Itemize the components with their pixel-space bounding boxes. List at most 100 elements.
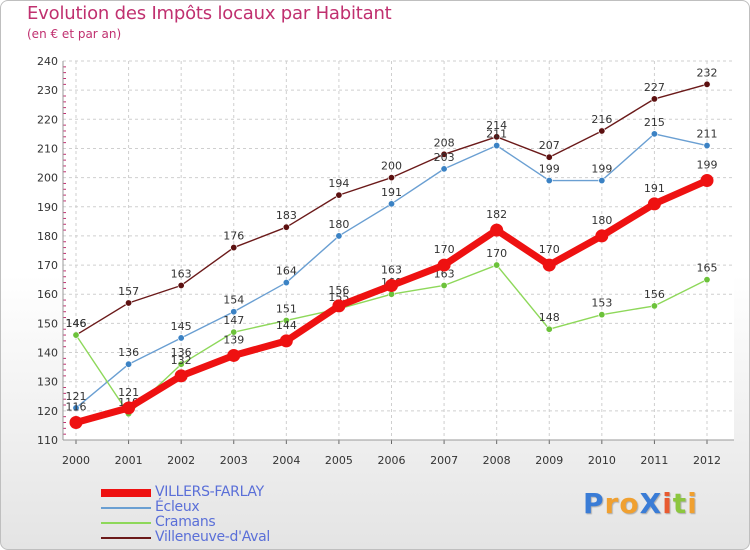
data-label--cleux: 136 [118,346,139,359]
data-point-villers-farlay [595,229,609,243]
data-point-cramans [493,261,501,269]
x-tick-label: 2004 [272,454,300,467]
data-label-villers-farlay: 121 [118,386,139,399]
data-label-villers-farlay: 170 [539,243,560,256]
y-tick-label: 180 [37,230,58,243]
data-label-cramans: 147 [223,314,244,327]
data-point-villeneuve-d-aval [125,299,133,307]
data-point-villers-farlay [227,348,241,362]
data-point--cleux [177,334,185,342]
data-label-villers-farlay: 182 [486,208,507,221]
data-label-villeneuve-d-aval: 214 [486,119,507,132]
data-label-cramans: 165 [697,262,718,275]
x-tick-label: 2009 [535,454,563,467]
logo-letter: r [604,487,620,520]
x-tick-label: 2010 [588,454,616,467]
x-tick-label: 2012 [693,454,721,467]
data-point-villers-farlay [279,334,293,348]
x-tick-label: 2001 [115,454,143,467]
chart-title: Evolution des Impôts locaux par Habitant [27,3,392,24]
data-label--cleux: 180 [328,218,349,231]
legend-swatch [101,522,151,524]
data-point--cleux [282,279,290,287]
y-tick-label: 170 [37,259,58,272]
data-label--cleux: 203 [434,151,455,164]
data-point-cramans [177,360,185,368]
data-label--cleux: 191 [381,186,402,199]
y-tick-label: 210 [37,142,58,155]
data-label-villers-farlay: 191 [644,182,665,195]
data-point-cramans [387,290,395,298]
data-label-villers-farlay: 144 [276,319,297,332]
legend-item: VILLERS-FARLAY [101,484,331,500]
data-point--cleux [598,177,606,185]
data-point-villeneuve-d-aval [440,150,448,158]
data-label--cleux: 199 [539,163,560,176]
data-point-villers-farlay [437,258,451,272]
y-tick-label: 130 [37,376,58,389]
legend-label: Cramans [155,514,216,530]
data-label-cramans: 170 [486,247,507,260]
y-tick-label: 190 [37,201,58,214]
data-label-villeneuve-d-aval: 207 [539,139,560,152]
data-point--cleux [72,404,80,412]
y-tick-label: 160 [37,288,58,301]
data-point-villeneuve-d-aval [282,223,290,231]
legend-label: VILLERS-FARLAY [155,484,264,500]
data-label-villeneuve-d-aval: 216 [591,113,612,126]
data-label-villers-farlay: 180 [591,214,612,227]
data-label-villeneuve-d-aval: 183 [276,209,297,222]
data-label--cleux: 215 [644,116,665,129]
data-point--cleux [493,142,501,150]
y-tick-label: 200 [37,172,58,185]
data-point-villers-farlay [332,299,346,313]
data-point-villeneuve-d-aval [387,174,395,182]
data-point-villers-farlay [69,416,83,430]
y-tick-label: 240 [37,55,58,68]
data-label-cramans: 151 [276,302,297,315]
data-point-villers-farlay [174,369,188,383]
y-tick-label: 110 [37,434,58,447]
legend-item: Écleux [101,499,331,515]
data-point--cleux [387,200,395,208]
data-point--cleux [125,360,133,368]
logo-letter: t [672,487,688,520]
x-tick-label: 2011 [640,454,668,467]
data-point-cramans [598,311,606,319]
data-point-villers-farlay [490,223,504,237]
data-label-villeneuve-d-aval: 200 [381,160,402,173]
data-label-cramans: 153 [591,297,612,310]
x-tick-label: 2005 [325,454,353,467]
data-label-cramans: 156 [644,288,665,301]
y-tick-label: 230 [37,84,58,97]
data-label--cleux: 145 [171,320,192,333]
data-point-villers-farlay [542,258,556,272]
y-tick-label: 140 [37,347,58,360]
data-point-cramans [282,316,290,324]
data-point-cramans [440,281,448,289]
logo-letter: i [662,487,673,520]
logo-letter: i [687,487,698,520]
data-point-cramans [72,331,80,339]
data-label-villers-farlay: 170 [434,243,455,256]
logo-letter: P [583,487,605,520]
data-label--cleux: 164 [276,265,297,278]
x-tick-label: 2007 [430,454,458,467]
data-point-cramans [545,325,553,333]
legend-swatch [101,537,151,539]
data-point--cleux [230,308,238,316]
data-point-villeneuve-d-aval [177,281,185,289]
data-point-villers-farlay [122,401,136,415]
chart-subtitle: (en € et par an) [27,27,122,41]
data-point-villeneuve-d-aval [230,244,238,252]
data-label-villeneuve-d-aval: 176 [223,230,244,243]
y-tick-label: 220 [37,113,58,126]
legend-swatch [101,507,151,509]
data-point-villeneuve-d-aval [598,127,606,135]
data-label-villers-farlay: 163 [381,263,402,276]
data-label-villers-farlay: 132 [171,354,192,367]
legend-swatch [101,489,151,497]
y-tick-label: 150 [37,317,58,330]
logo-letter: X [639,487,663,520]
